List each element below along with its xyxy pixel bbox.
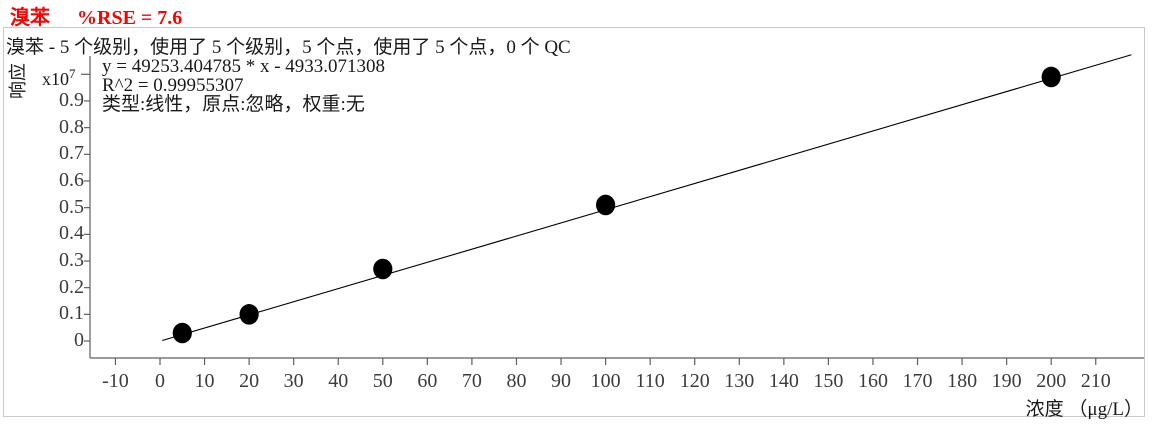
x-tick-label: 50	[372, 370, 393, 392]
y-scale-base: x10	[42, 69, 69, 89]
y-axis-scale-factor: x107	[42, 66, 76, 90]
fit-r-squared: R^2 = 0.99955307	[102, 75, 244, 96]
data-point[interactable]	[239, 304, 259, 325]
data-point[interactable]	[172, 322, 192, 344]
chart-title: 溴苯 %RSE = 7.6	[10, 1, 182, 30]
x-tick-label: 180	[947, 370, 978, 392]
x-tick-label: 60	[417, 370, 438, 392]
y-tick-label: 0.4	[59, 222, 84, 245]
regression-line	[162, 54, 1132, 342]
x-tick-label: 120	[679, 370, 710, 392]
x-tick-label: 90	[551, 370, 572, 392]
fit-equation: y = 49253.404785 * x - 4933.071308	[102, 56, 386, 77]
x-tick-label: 210	[1080, 370, 1111, 392]
y-tick-label: 0.6	[59, 168, 84, 191]
data-point[interactable]	[1041, 66, 1061, 88]
x-tick-label: 80	[506, 370, 527, 392]
x-axis-title: 浓度 （μg/L）	[1025, 399, 1143, 420]
x-tick-label: 140	[768, 370, 799, 392]
x-tick-label: 160	[857, 370, 888, 392]
x-tick-label: -10	[102, 370, 129, 392]
fit-model-description: 类型:线性，原点:忽略，权重:无	[102, 94, 365, 115]
y-scale-exponent: 7	[69, 66, 76, 81]
y-tick-label: 0.9	[59, 88, 84, 111]
y-tick-label: 0.5	[59, 195, 84, 218]
x-tick-label: 0	[155, 370, 165, 392]
x-tick-label: 30	[283, 370, 304, 392]
data-point[interactable]	[596, 194, 616, 216]
x-tick-label: 110	[635, 370, 665, 392]
y-tick-label: 0.8	[59, 115, 84, 138]
y-tick-label: 0.7	[59, 142, 84, 165]
rse-value: %RSE = 7.6	[77, 7, 183, 29]
y-tick-label: 0.3	[59, 248, 84, 271]
x-tick-label: 150	[813, 370, 844, 392]
x-tick-label: 70	[461, 370, 482, 392]
x-tick-label: 10	[194, 370, 215, 392]
x-tick-label: 40	[328, 370, 349, 392]
chart-frame	[3, 27, 1145, 417]
y-tick-label: 0	[74, 329, 84, 351]
fit-equation-block: y = 49253.404785 * x - 4933.071308 R^2 =…	[102, 57, 385, 114]
x-tick-label: 170	[902, 370, 933, 392]
x-tick-label: 190	[991, 370, 1022, 392]
y-tick-label: 0.2	[59, 275, 84, 298]
x-tick-label: 200	[1036, 370, 1067, 392]
y-tick-label: 0.1	[59, 302, 84, 325]
calibration-summary-line: 溴苯 - 5 个级别，使用了 5 个级别，5 个点，使用了 5 个点，0 个 Q…	[6, 37, 571, 58]
x-tick-label: 130	[724, 370, 755, 392]
data-point[interactable]	[373, 258, 393, 280]
compound-name: 溴苯	[10, 7, 50, 29]
x-tick-label: 100	[590, 370, 621, 392]
x-tick-label: 20	[239, 370, 260, 392]
